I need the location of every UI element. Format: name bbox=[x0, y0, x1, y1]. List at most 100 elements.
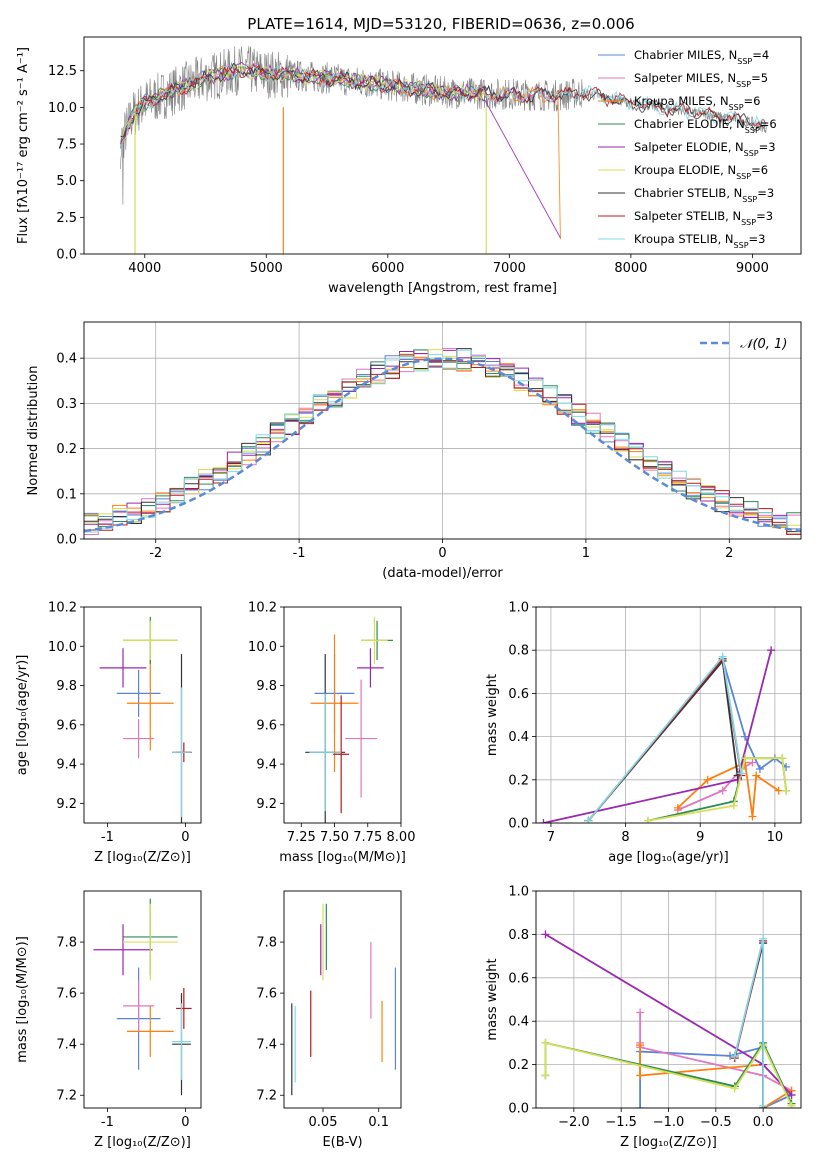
axes-mass-vs-EBV: 0.05 0.1 7.2 7.4 7.6 7.8 E(B-V) bbox=[256, 890, 402, 1150]
axes-age-vs-mass: 7.25 7.50 7.75 8.00 9.2 9.4 9.6 9.8 10.0 10.2 mass… bbox=[248, 601, 415, 866]
y-tick-label: 10.2 bbox=[48, 601, 77, 616]
weight-marker bbox=[636, 1104, 645, 1108]
y-tick-label: 7.2 bbox=[56, 1089, 77, 1104]
legend-label-chabrier-stelib: Chabrier STELIB, NSSP=3 bbox=[634, 186, 774, 204]
weights-line bbox=[647, 757, 787, 822]
x-tick-label: −2.0 bbox=[558, 1115, 590, 1130]
errorbar-kroupa-elodie bbox=[361, 616, 388, 664]
y-axis-label: Flux [fλ10⁻¹⁷ erg cm⁻² s⁻¹ A⁻¹] bbox=[16, 47, 31, 244]
plots-layer: 4000 5000 6000 7000 8000 90000.02.55.07.510.0… bbox=[15, 36, 802, 1150]
weight-marker bbox=[730, 1084, 739, 1093]
legend-label-chabrier-elodie: Chabrier ELODIE, NSSP=6 bbox=[634, 117, 777, 135]
ticks: 4000 5000 6000 7000 8000 9000 0.0 2.5 5.0 7.5 10.0… bbox=[48, 64, 769, 276]
residual-histogram-kroupa-stelib bbox=[84, 349, 801, 533]
weight-marker bbox=[541, 1071, 550, 1080]
errorbar-salpeter-elodie bbox=[357, 648, 384, 688]
x-axis-label: Z [log₁₀(Z/Z⊙)] bbox=[94, 1135, 191, 1150]
y-tick-label: 0.2 bbox=[56, 442, 77, 457]
plot-area bbox=[539, 646, 791, 823]
y-tick-label: 0.8 bbox=[508, 928, 529, 943]
y-tick-label: 5.0 bbox=[56, 174, 77, 189]
errorbar-salpeter-stelib bbox=[176, 988, 192, 1029]
x-axis-label: wavelength [Angstrom, rest frame] bbox=[328, 281, 557, 296]
weight-marker bbox=[741, 732, 750, 741]
x-tick-label: −0.5 bbox=[700, 1115, 732, 1130]
weight-marker bbox=[778, 754, 787, 763]
errorbar-kroupa-stelib bbox=[309, 693, 342, 812]
x-tick-label: 2 bbox=[725, 546, 733, 561]
y-axis-label: Normed distribution bbox=[26, 366, 41, 496]
weight-marker bbox=[755, 765, 764, 773]
gaussian-reference-curve bbox=[84, 357, 801, 533]
axes-age-vs-Z: -1 0 9.2 9.4 9.6 9.8 10.0 10.2 Z [log₁₀(Z/Z⊙)] ag… bbox=[15, 601, 202, 865]
x-tick-label: 10 bbox=[767, 830, 784, 845]
errorbar-salpeter-elodie bbox=[93, 924, 153, 976]
ticks: −2.0 −1.5 −1.0 −0.5 0.0 0.0 0.2 0.4 0.6 0.8 1.0 bbox=[508, 885, 773, 1131]
weight-marker bbox=[584, 816, 593, 823]
x-tick-label: -1 bbox=[101, 1115, 114, 1130]
axes-frame bbox=[535, 606, 802, 824]
x-tick-label: 8000 bbox=[614, 261, 647, 276]
axes-frame bbox=[83, 890, 202, 1109]
weights-kroupa-elodie bbox=[643, 754, 791, 823]
weight-marker bbox=[636, 1071, 645, 1080]
errorbar-salpeter-miles bbox=[123, 980, 155, 1032]
residual-legend: 𝒩(0, 1) bbox=[700, 337, 787, 352]
weight-marker bbox=[782, 786, 791, 795]
y-tick-label: 9.8 bbox=[256, 679, 277, 694]
weight-marker bbox=[787, 1101, 796, 1108]
errorbar-kroupa-miles bbox=[310, 634, 359, 772]
weight-marker bbox=[787, 1090, 796, 1099]
x-tick-label: -2 bbox=[149, 546, 162, 561]
x-tick-label: 0.05 bbox=[309, 1115, 338, 1130]
weight-marker bbox=[729, 801, 738, 810]
x-tick-label: 7000 bbox=[493, 261, 526, 276]
legend-label-kroupa-elodie: Kroupa ELODIE, NSSP=6 bbox=[634, 163, 768, 181]
legend-label-salpeter-stelib: Salpeter STELIB, NSSP=3 bbox=[634, 209, 773, 227]
x-tick-label: 4000 bbox=[128, 261, 161, 276]
axes-mass-vs-Z: -1 0 7.2 7.4 7.6 7.8 Z [log₁₀(Z/Z⊙)] mass [log₁… bbox=[15, 890, 202, 1150]
errorbar-salpeter-elodie bbox=[99, 648, 147, 688]
model-spectrum-kroupa-miles bbox=[120, 63, 561, 240]
ticks: -2 -1 0 1 2 0.0 0.1 0.2 0.3 0.4 bbox=[56, 352, 733, 561]
plot-area bbox=[84, 348, 801, 535]
weights-salpeter-stelib bbox=[584, 654, 746, 823]
y-tick-label: 9.6 bbox=[56, 718, 77, 733]
legend-label-salpeter-miles: Salpeter MILES, NSSP=5 bbox=[634, 71, 768, 89]
y-tick-label: 9.8 bbox=[56, 679, 77, 694]
weight-marker bbox=[767, 646, 776, 655]
y-axis-label: mass weight bbox=[485, 958, 500, 1040]
y-tick-label: 7.6 bbox=[56, 987, 77, 1002]
weight-marker bbox=[741, 754, 750, 763]
weight-marker bbox=[748, 758, 757, 767]
x-tick-label: 7.50 bbox=[320, 830, 349, 845]
x-axis-label: E(B-V) bbox=[322, 1135, 362, 1150]
errorbar-kroupa-stelib bbox=[172, 687, 191, 818]
x-tick-label: 7.75 bbox=[353, 830, 382, 845]
ticks: -1 0 9.2 9.4 9.6 9.8 10.0 10.2 bbox=[48, 601, 189, 846]
x-tick-label: 5000 bbox=[250, 261, 283, 276]
x-axis-label: (data-model)/error bbox=[382, 566, 503, 581]
y-tick-label: 0.3 bbox=[56, 397, 77, 412]
residual-histogram-kroupa-elodie bbox=[84, 349, 801, 528]
weights-kroupa-stelib bbox=[730, 934, 768, 1108]
y-tick-label: 0.1 bbox=[56, 487, 77, 502]
weight-marker bbox=[759, 1101, 768, 1108]
errorbar-kroupa-stelib bbox=[172, 1003, 191, 1080]
y-tick-label: 7.6 bbox=[256, 987, 277, 1002]
axes-residuals: -2 -1 0 1 2 0.0 0.1 0.2 0.3 0.4 (data-model)/error… bbox=[26, 321, 802, 581]
weights-chabrier-elodie bbox=[643, 754, 791, 823]
ticks: -1 0 7.2 7.4 7.6 7.8 bbox=[56, 936, 189, 1130]
x-tick-label: 7 bbox=[547, 830, 555, 845]
y-tick-label: 1.0 bbox=[508, 885, 529, 900]
ticks: 0.05 0.1 7.2 7.4 7.6 7.8 bbox=[256, 936, 389, 1130]
y-tick-label: 0.2 bbox=[508, 773, 529, 788]
x-tick-label: 7.25 bbox=[287, 830, 316, 845]
plot-area bbox=[541, 930, 796, 1108]
y-tick-label: 0.4 bbox=[56, 352, 77, 367]
errorbar-salpeter-stelib bbox=[333, 695, 350, 814]
x-tick-label: -1 bbox=[293, 546, 306, 561]
y-tick-label: 7.5 bbox=[56, 138, 77, 153]
axes-frame bbox=[83, 606, 202, 824]
